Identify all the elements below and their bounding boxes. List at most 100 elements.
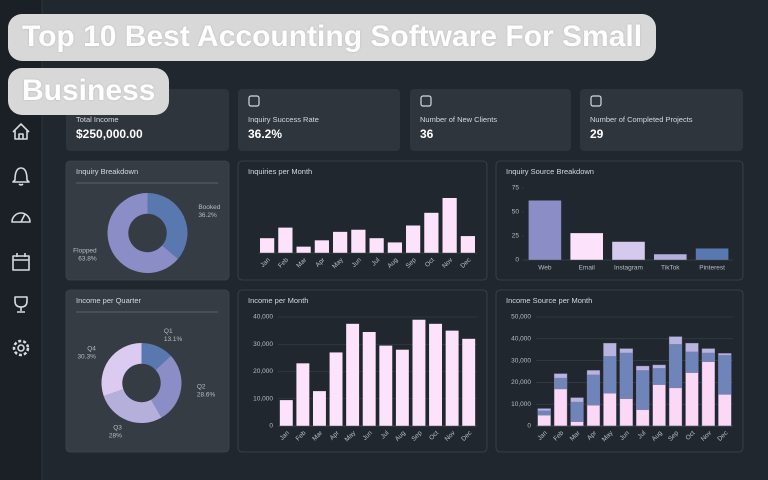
bar-segment: [685, 351, 699, 373]
donut-category-label: Flopped: [73, 248, 97, 255]
donut-value-label: 28%: [109, 432, 122, 439]
chart-title: Inquiries per Month: [248, 167, 312, 176]
bar-segment: [586, 374, 601, 406]
bar-segment: [636, 365, 650, 371]
bar-segment: [718, 394, 732, 427]
y-tick-label: 40,000: [511, 336, 531, 343]
bar-segment: [685, 372, 699, 427]
bar: [329, 352, 343, 426]
bar: [369, 238, 384, 253]
bar-segment: [603, 393, 617, 427]
bell-icon[interactable]: [12, 167, 30, 186]
bar-segment: [603, 342, 617, 357]
banner: Top 10 Best Accounting Software For Smal…: [8, 10, 764, 118]
chart-title: Income per Quarter: [76, 296, 142, 305]
x-tick-label: Web: [538, 265, 552, 272]
bar-segment: [554, 377, 568, 390]
bar-segment: [668, 387, 683, 427]
x-tick-label: Email: [579, 265, 596, 272]
donut-segment: [141, 343, 171, 370]
donut-value-label: 36.2%: [198, 212, 217, 219]
bar-segment: [570, 397, 584, 403]
x-tick-label: TikTok: [661, 265, 680, 272]
kpi-value: $250,000.00: [76, 127, 143, 141]
bar: [296, 363, 310, 426]
bar-segment: [619, 348, 633, 354]
chart-card: [65, 289, 230, 453]
kpi-label: Number of Completed Projects: [590, 115, 693, 124]
donut-segment: [107, 193, 178, 273]
bar: [445, 330, 459, 426]
calendar-icon[interactable]: [12, 253, 30, 271]
bar-segment: [554, 388, 568, 427]
bar-segment: [554, 373, 568, 379]
bar-segment: [619, 398, 633, 427]
donut-category-label: Q1: [164, 328, 173, 335]
bar-segment: [701, 352, 715, 362]
kpi-value: 29: [590, 127, 604, 141]
donut-value-label: 30.3%: [77, 354, 96, 361]
donut-category-label: Booked: [198, 204, 220, 211]
bar: [314, 240, 329, 253]
kpi-card: [410, 89, 571, 151]
kpi-icon: [420, 95, 432, 107]
gauge-icon[interactable]: [11, 212, 31, 223]
gear-icon[interactable]: [12, 339, 30, 357]
bar-segment: [718, 354, 732, 395]
bar-segment: [570, 421, 584, 427]
x-tick-label: Instagram: [614, 265, 643, 272]
bar: [296, 246, 311, 253]
bar-segment: [652, 364, 666, 369]
kpi-value: 36.2%: [248, 127, 282, 141]
y-tick-label: 30,000: [511, 357, 531, 364]
kpi-icon: [248, 95, 260, 107]
chart-title: Income Source per Month: [506, 296, 592, 305]
bar: [460, 236, 475, 253]
bar: [312, 391, 326, 426]
bar: [346, 323, 360, 426]
gear-icon-center[interactable]: [17, 344, 25, 352]
kpi-card: [580, 89, 743, 151]
bar: [429, 323, 443, 426]
bar: [528, 200, 562, 260]
y-tick-label: 0: [269, 423, 273, 430]
home-icon[interactable]: [12, 123, 30, 140]
kpi-value: 36: [420, 127, 434, 141]
y-tick-label: 10,000: [253, 395, 273, 402]
trophy-icon[interactable]: [14, 296, 28, 313]
donut-value-label: 13.1%: [164, 336, 183, 343]
bar: [462, 338, 476, 426]
bar-segment: [652, 368, 666, 385]
bar-segment: [537, 408, 551, 411]
x-tick-label: Pinterest: [699, 265, 725, 272]
bar: [442, 198, 457, 253]
bar-segment: [668, 336, 683, 345]
bar: [695, 248, 729, 260]
donut-segment: [103, 389, 162, 423]
y-tick-label: 25: [512, 233, 520, 240]
bar-segment: [586, 405, 601, 427]
x-tick-label: Jul: [370, 256, 381, 267]
bar: [395, 349, 409, 426]
y-tick-label: 30,000: [253, 341, 273, 348]
y-tick-label: 50: [512, 209, 520, 216]
donut-category-label: Q4: [87, 346, 96, 353]
donut-category-label: Q3: [113, 424, 122, 431]
bar-segment: [586, 370, 601, 375]
bar-segment: [537, 414, 551, 427]
kpi-label: Number of New Clients: [420, 115, 497, 124]
donut-segment: [151, 355, 182, 418]
x-tick-label: Jul: [637, 429, 648, 440]
bar: [387, 242, 402, 253]
bar-segment: [636, 409, 650, 427]
donut-category-label: Q2: [197, 384, 206, 391]
y-tick-label: 75: [512, 185, 520, 192]
bar-segment: [701, 361, 715, 427]
bar: [412, 319, 426, 426]
sidebar-icons: [11, 123, 31, 357]
bar: [362, 331, 376, 426]
bar: [351, 229, 366, 253]
donut-value-label: 63.8%: [78, 256, 97, 263]
chart-card: [65, 160, 230, 281]
